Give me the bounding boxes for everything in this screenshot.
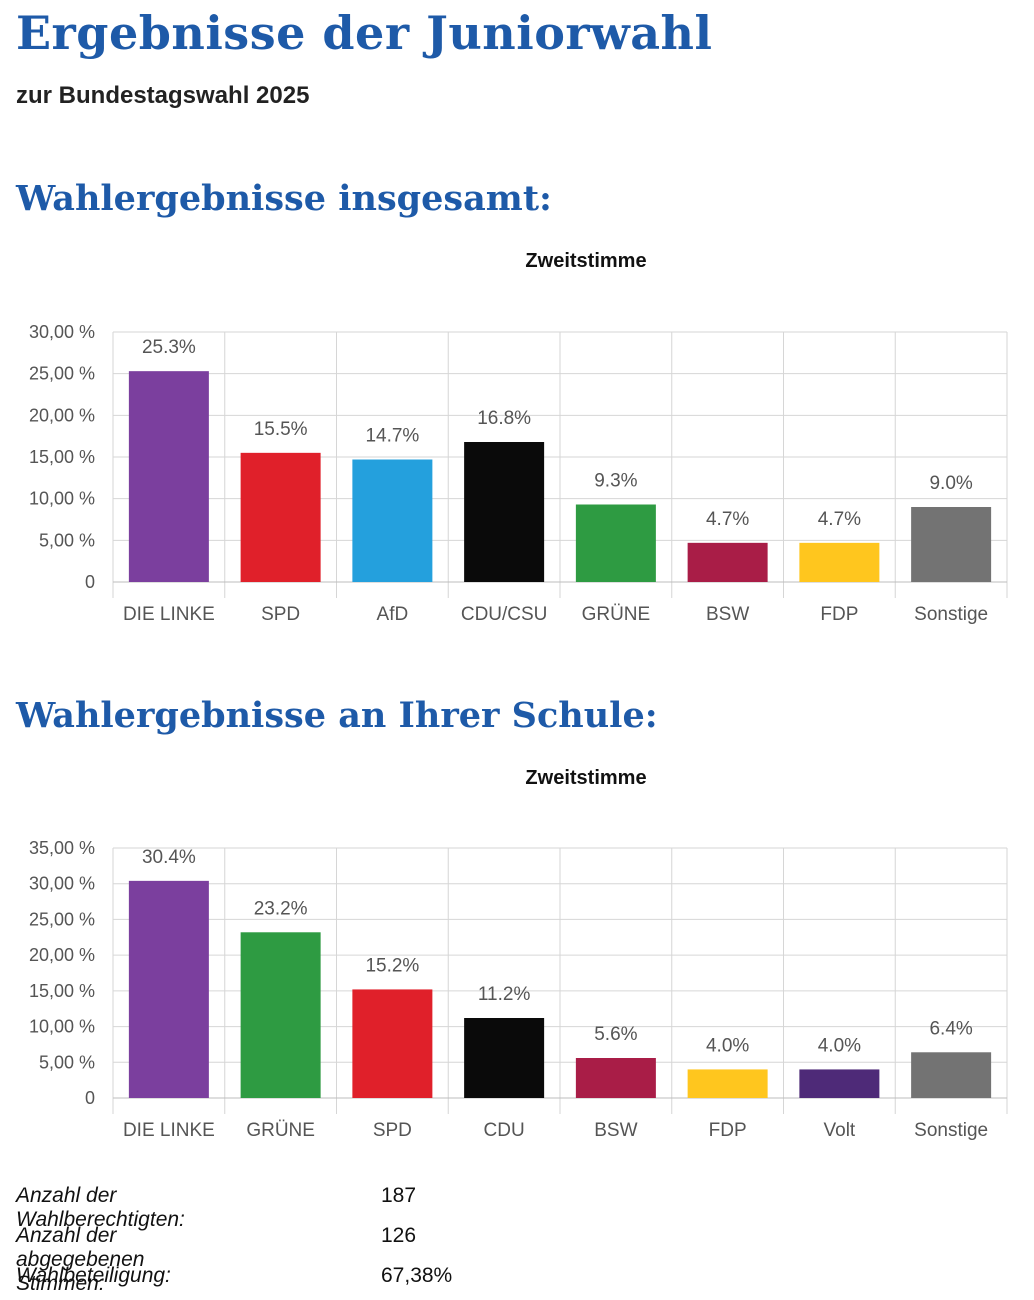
bar-chart-school: 0 5,00 % 10,00 % 15,00 % 20,00 % 25,00 % 30,00… [29,838,1008,1141]
bar [464,442,545,582]
x-tick-label: FDP [709,1120,747,1141]
data-label: 4.7% [818,509,861,530]
bar [240,932,321,1098]
bar [799,1069,880,1098]
x-tick-label: FDP [820,604,858,625]
stat-label: Wahlbeteiligung: [16,1264,171,1287]
bar [911,1052,992,1098]
data-label: 4.0% [706,1035,749,1056]
data-label: 14.7% [365,426,419,447]
section-heading-overall: Wahlergebnisse insgesamt: [16,178,552,219]
data-label: 16.8% [477,408,531,429]
x-tick-label: BSW [594,1120,637,1141]
bar [128,880,209,1098]
x-tick-label: SPD [373,1120,412,1141]
y-tick-label: 15,00 % [29,447,95,467]
y-tick-label: 10,00 % [29,489,95,509]
data-label: 5.6% [594,1024,637,1045]
x-tick-label: BSW [706,604,749,625]
x-tick-label: Sonstige [914,1120,988,1141]
y-tick-label: 20,00 % [29,945,95,965]
bar [464,1018,545,1098]
bar [799,542,880,582]
data-label: 15.2% [365,955,419,976]
bar-chart-overall: 0 5,00 % 10,00 % 15,00 % 20,00 % 25,00 % 30,00… [29,322,1008,625]
x-tick-label: GRÜNE [582,604,651,625]
x-tick-label: CDU/CSU [461,604,548,625]
y-tick-label: 30,00 % [29,322,95,342]
y-tick-label: 15,00 % [29,981,95,1001]
stat-label: Anzahl der Wahlberechtigten: [16,1184,185,1231]
x-tick-label: GRÜNE [246,1120,315,1141]
bar [128,371,209,582]
page-title: Ergebnisse der Juniorwahl [16,6,713,60]
data-label: 15.5% [254,419,308,440]
data-label: 4.0% [818,1035,861,1056]
bar [575,1058,656,1098]
bar [575,504,656,582]
bar [240,452,321,582]
data-label: 4.7% [706,509,749,530]
page-subtitle: zur Bundestagswahl 2025 [16,82,310,109]
chart-title-overall: Zweitstimme [525,250,647,272]
stat-value: 187 [381,1184,417,1207]
y-tick-label: 35,00 % [29,838,95,858]
section-heading-school: Wahlergebnisse an Ihrer Schule: [16,695,658,736]
data-label: 9.3% [594,471,637,492]
x-tick-label: SPD [261,604,300,625]
chart-title-school: Zweitstimme [525,767,647,789]
y-tick-label: 30,00 % [29,874,95,894]
bar [687,1069,768,1098]
bar [911,507,992,582]
data-label: 30.4% [142,847,196,868]
x-tick-label: DIE LINKE [123,1120,215,1141]
data-label: 6.4% [929,1018,972,1039]
y-tick-label: 25,00 % [29,364,95,384]
y-tick-label: 20,00 % [29,405,95,425]
y-tick-label: 10,00 % [29,1017,95,1037]
bar [352,459,433,582]
x-tick-label: Volt [824,1120,856,1141]
x-tick-label: Sonstige [914,604,988,625]
bar [687,542,768,582]
stat-value: 126 [381,1224,417,1247]
x-tick-label: AfD [377,604,409,625]
y-tick-label: 5,00 % [39,1052,95,1072]
stat-label: Anzahl der abgegebenen Stimmen: [16,1224,145,1295]
data-label: 9.0% [929,473,972,494]
y-tick-label: 0 [85,1088,95,1108]
data-label: 23.2% [254,898,308,919]
x-tick-label: DIE LINKE [123,604,215,625]
x-tick-label: CDU [484,1120,525,1141]
y-tick-label: 0 [85,572,95,592]
data-label: 25.3% [142,337,196,358]
stat-value: 67,38% [381,1264,453,1287]
bar [352,989,433,1098]
y-tick-label: 5,00 % [39,530,95,550]
data-label: 11.2% [478,984,531,1005]
y-tick-label: 25,00 % [29,909,95,929]
